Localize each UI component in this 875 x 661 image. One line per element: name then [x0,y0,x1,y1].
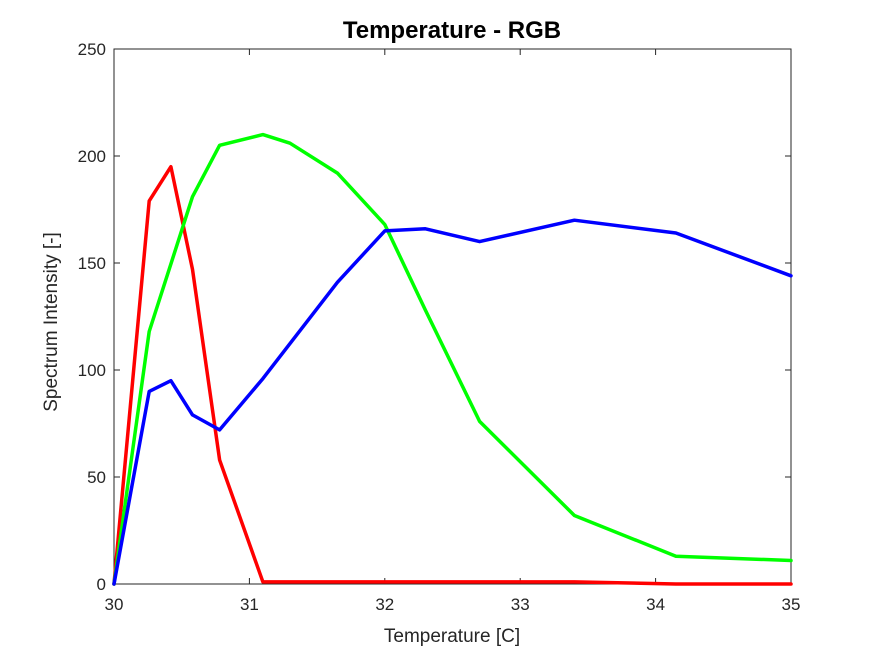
x-tick-label: 30 [105,595,124,614]
y-tick-label: 50 [87,468,106,487]
y-axis-label: Spectrum Intensity [-] [41,232,62,412]
x-tick-label: 35 [782,595,801,614]
axes-box [113,48,792,585]
x-tick-label: 31 [240,595,259,614]
series-line-1 [112,164,793,586]
x-tick-label: 32 [375,595,394,614]
x-axis-label: Temperature [C] [384,626,520,647]
chart-title: Temperature - RGB [343,17,561,44]
y-tick-label: 150 [78,254,106,273]
x-tick-label: 34 [646,595,665,614]
y-tick-label: 200 [78,147,106,166]
series-line-3 [112,218,793,586]
y-tick-label: 0 [97,575,106,594]
x-tick-label: 33 [511,595,530,614]
plot-area: 30 31 32 33 34 35 0 50 100 150 200 250 [78,40,801,614]
series-line-2 [112,132,793,586]
y-tick-label: 250 [78,40,106,59]
y-tick-label: 100 [78,361,106,380]
